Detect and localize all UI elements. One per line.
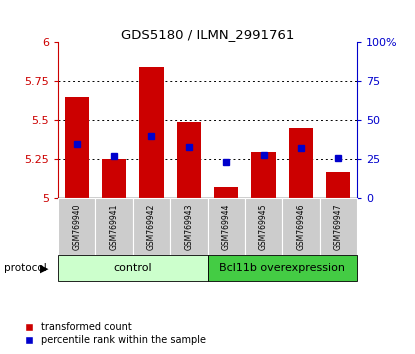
Title: GDS5180 / ILMN_2991761: GDS5180 / ILMN_2991761 — [121, 28, 294, 41]
Bar — [170, 198, 208, 255]
Bar — [58, 255, 208, 281]
Bar — [208, 255, 357, 281]
Bar — [58, 198, 95, 255]
Text: GSM769941: GSM769941 — [110, 203, 119, 250]
Text: control: control — [113, 263, 152, 273]
Text: GSM769945: GSM769945 — [259, 203, 268, 250]
Bar — [251, 152, 276, 198]
Text: GSM769944: GSM769944 — [222, 203, 231, 250]
Text: GSM769943: GSM769943 — [184, 203, 193, 250]
Text: ▶: ▶ — [40, 263, 49, 273]
Bar — [245, 198, 282, 255]
Bar — [133, 198, 170, 255]
Bar — [289, 128, 313, 198]
Legend: transformed count, percentile rank within the sample: transformed count, percentile rank withi… — [21, 319, 210, 349]
Bar — [282, 198, 320, 255]
Text: protocol: protocol — [4, 263, 47, 273]
Bar — [208, 198, 245, 255]
Text: Bcl11b overexpression: Bcl11b overexpression — [219, 263, 345, 273]
Bar — [102, 159, 126, 198]
Bar — [95, 198, 133, 255]
Bar — [326, 172, 350, 198]
Text: GSM769942: GSM769942 — [147, 203, 156, 250]
Bar — [139, 67, 164, 198]
Text: GSM769946: GSM769946 — [296, 203, 305, 250]
Text: GSM769947: GSM769947 — [334, 203, 343, 250]
Bar — [214, 187, 238, 198]
Bar — [320, 198, 357, 255]
Text: GSM769940: GSM769940 — [72, 203, 81, 250]
Bar — [177, 122, 201, 198]
Bar — [65, 97, 89, 198]
